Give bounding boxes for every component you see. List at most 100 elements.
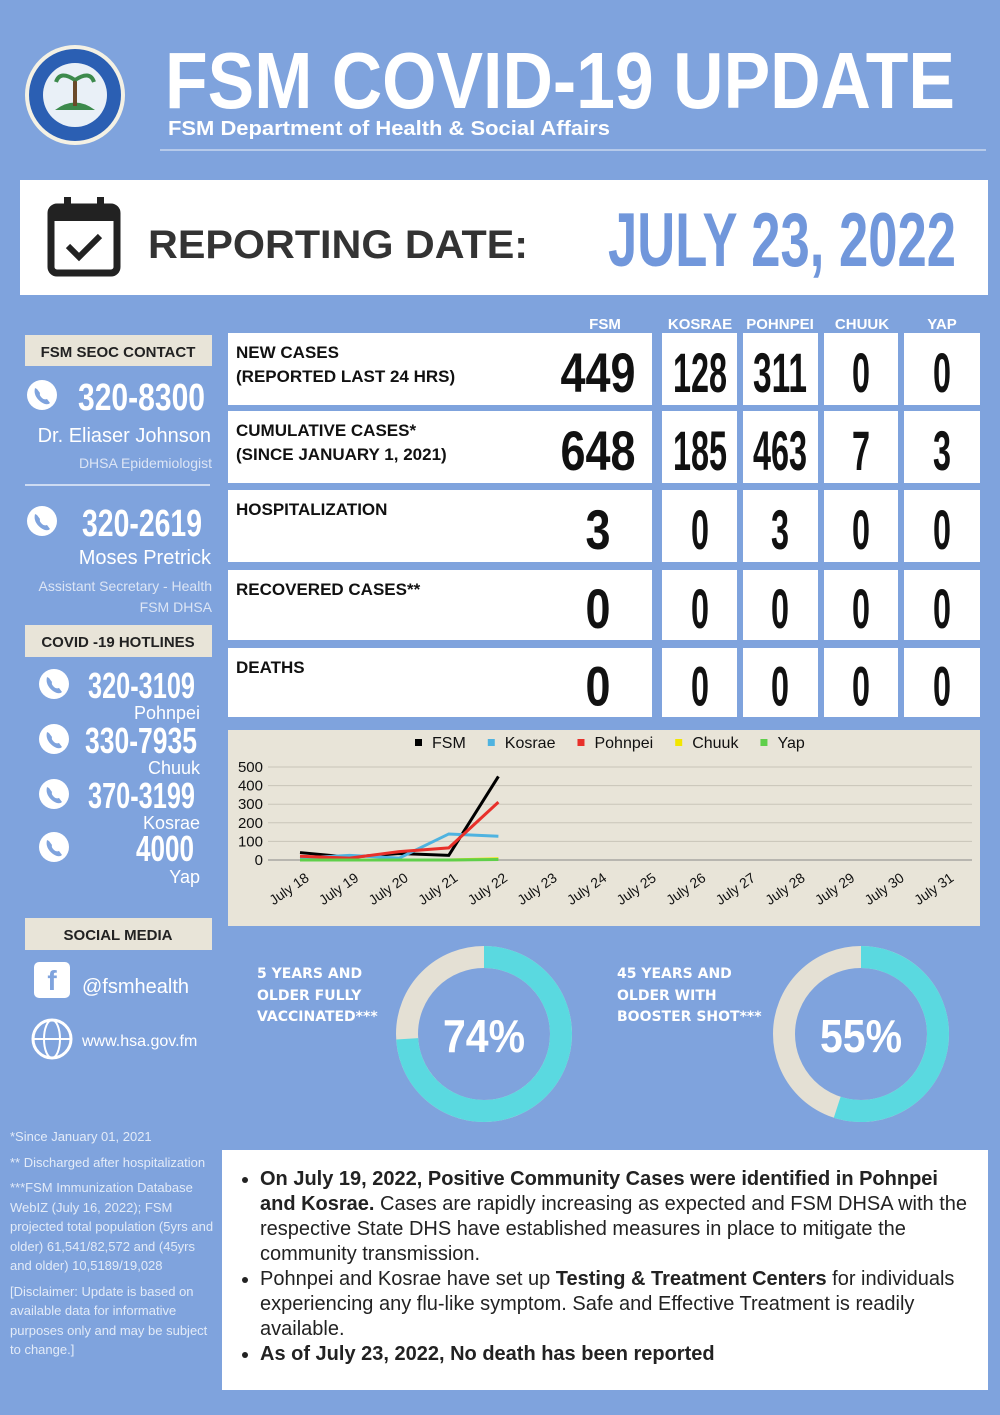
footnote: [Disclaimer: Update is based on availabl… [10,1283,208,1358]
table-cell [662,411,737,483]
legend-swatch [415,739,422,746]
contact-role: FSM DHSA [140,599,213,615]
table-value: 0 [586,655,611,718]
bullet-text: As of July 23, 2022, No death has been r… [260,1343,715,1365]
row-label: CUMULATIVE CASES* [236,421,416,440]
column-header: POHNPEI [746,316,814,333]
table-value: 0 [933,498,951,561]
table-cell [228,570,652,640]
table-value: 185 [673,419,727,482]
table-value: 0 [933,655,951,718]
y-tick-label: 500 [238,759,263,776]
table-value: 449 [561,341,636,404]
table-cell [662,490,737,562]
column-header: KOSRAE [668,316,732,333]
table-cell [824,411,898,483]
logo [25,45,125,145]
table-value: 7 [852,419,870,482]
line-series [299,801,500,860]
contact-name: Dr. Eliaser Johnson [38,425,211,447]
table-value: 0 [691,655,709,718]
phone-icon-glyph [46,677,62,694]
row-label: RECOVERED CASES** [236,580,421,599]
facebook-icon: f [34,962,70,998]
donut-value: 55% [820,1010,902,1062]
table-cell [824,648,898,717]
hotline-place: Yap [169,867,200,887]
donut-title: 45 YEARS AND OLDER WITH BOOSTER SHOT*** [617,966,762,1025]
table-value: 0 [852,655,870,718]
table-cell [824,570,898,640]
bullet-list: On July 19, 2022, Positive Community Cas… [238,1167,973,1367]
legend-swatch [577,739,585,746]
table-value: 0 [852,577,870,640]
bullet-text: Pohnpei and Kosrae have set up [260,1268,556,1290]
table-value: 0 [933,341,951,404]
contact-role: Assistant Secretary - Health [38,578,212,594]
phone-icon-glyph [46,840,62,857]
table-cell [743,333,818,405]
legend-swatch [487,739,495,746]
table-cell [662,570,737,640]
row-label: NEW CASES [236,343,339,362]
table-cell [662,648,737,717]
y-tick-label: 400 [238,778,263,795]
hotline-number: 330-7935 [85,720,197,761]
table-value: 0 [771,655,789,718]
contact-role: DHSA Epidemiologist [79,455,212,471]
website: www.hsa.gov.fm [81,1033,197,1050]
table-cell [904,648,980,717]
phone-icon [39,724,69,754]
row-label: DEATHS [236,658,305,677]
table-cell [904,570,980,640]
section-heading: SOCIAL MEDIA [64,927,173,944]
table-cell [743,490,818,562]
phone-icon-glyph [46,732,62,749]
table-cell [228,490,652,562]
table-cell [904,411,980,483]
column-header: YAP [927,316,956,333]
phone-icon-glyph [34,514,50,531]
bullet-text: Testing & Treatment Centers [555,1268,827,1290]
donut-value: 74% [443,1010,525,1062]
subtitle: FSM Department of Health & Social Affair… [168,118,610,140]
title: FSM COVID-19 UPDATE [165,36,955,125]
table-value: 311 [753,341,807,404]
legend-label: Kosrae [505,735,556,752]
phone-icon [27,506,57,536]
phone-icon [39,779,69,809]
table-cell [743,411,818,483]
hotline-number: 4000 [136,828,194,869]
reporting-label: REPORTING DATE: [148,223,528,267]
table-cell [228,648,652,717]
table-cell [228,411,652,483]
hotline-number: 370-3199 [88,775,195,816]
svg-text:f: f [47,965,57,996]
bullet: As of July 23, 2022, No death has been r… [260,1342,973,1367]
table-value: 0 [771,577,789,640]
column-header: FSM [589,316,621,333]
bullet: On July 19, 2022, Positive Community Cas… [260,1167,973,1267]
web-icon [31,1018,73,1060]
phone-icon [39,832,69,862]
donut-title: 5 YEARS AND OLDER FULLY VACCINATED*** [257,966,378,1025]
donut-arc [833,946,949,1122]
facebook-handle: @fsmhealth [82,976,189,998]
phone-number: 320-8300 [78,377,205,419]
table-value: 3 [933,419,951,482]
hotline-place: Chuuk [148,758,201,778]
column-header: CHUUK [835,316,889,333]
bullet-text: Cases are rapidly increasing as expected… [260,1193,967,1265]
footnotes: *Since January 01, 2021 ** Discharged aft… [10,1127,215,1366]
table-value: 0 [691,577,709,640]
table-value: 0 [586,577,611,640]
row-label: (SINCE JANUARY 1, 2021) [236,445,447,464]
legend-swatch [675,739,683,746]
reporting-date: JULY 23, 2022 [608,198,956,283]
footnote: ***FSM Immunization Database WebIZ (July… [10,1180,214,1273]
phone-icon-glyph [46,787,62,804]
table-value: 0 [691,498,709,561]
legend-label: Pohnpei [594,735,653,752]
legend-label: Chuuk [692,735,739,752]
